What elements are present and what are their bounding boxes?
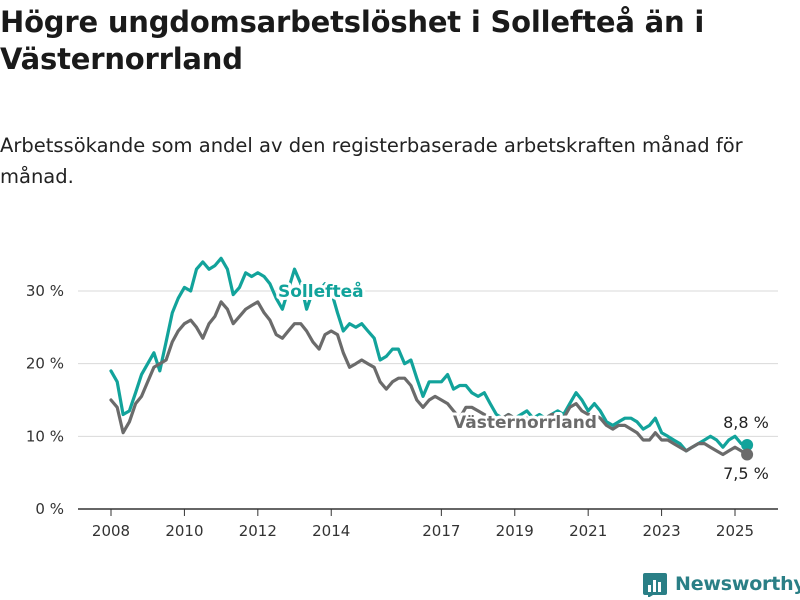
x-tick-label: 2023	[642, 522, 680, 540]
x-tick-label: 2021	[569, 522, 607, 540]
x-tick-label: 2017	[422, 522, 460, 540]
x-tick-label: 2010	[165, 522, 203, 540]
newsworthy-logo: Newsworthy	[643, 568, 800, 600]
svg-text:Västernorrland: Västernorrland	[453, 413, 597, 433]
svg-text:Sollefteå: Sollefteå	[278, 280, 364, 302]
chart-title: Högre ungdomsarbetslöshet i Sollefteå än…	[0, 5, 705, 76]
y-tick-label: 20 %	[26, 355, 64, 373]
y-tick-label: 30 %	[26, 282, 64, 300]
end-value-label-solleftea: 8,8 %	[723, 413, 769, 432]
series-line-solleftea	[109, 256, 749, 453]
x-tick-label: 2019	[496, 522, 534, 540]
x-tick-label: 2025	[716, 522, 754, 540]
series-end-point	[741, 448, 754, 461]
series-line-vasternorrland	[109, 300, 749, 457]
series-lines	[109, 256, 754, 461]
chart-subtitle: Arbetssökande som andel av den registerb…	[0, 134, 743, 188]
x-tick-label: 2012	[239, 522, 277, 540]
x-tick-label: 2008	[92, 522, 130, 540]
x-tick-label: 2014	[312, 522, 350, 540]
y-axis: 0 % 10 % 20 % 30 %	[26, 282, 64, 518]
brand-name: Newsworthy	[675, 573, 800, 595]
y-tick-label: 10 %	[26, 427, 64, 445]
end-value-label-vasternorrland: 7,5 %	[723, 464, 769, 483]
x-axis: 2008 2010 2012 2014 2017 2019 2021 2023 2025	[92, 509, 754, 540]
svg-text:Västernorrland: Västernorrland	[453, 413, 597, 433]
bar-chart-icon	[643, 573, 667, 597]
svg-text:Sollefteå: Sollefteå	[278, 280, 364, 302]
y-tick-label: 0 %	[35, 500, 64, 518]
series-end-point	[741, 439, 754, 452]
